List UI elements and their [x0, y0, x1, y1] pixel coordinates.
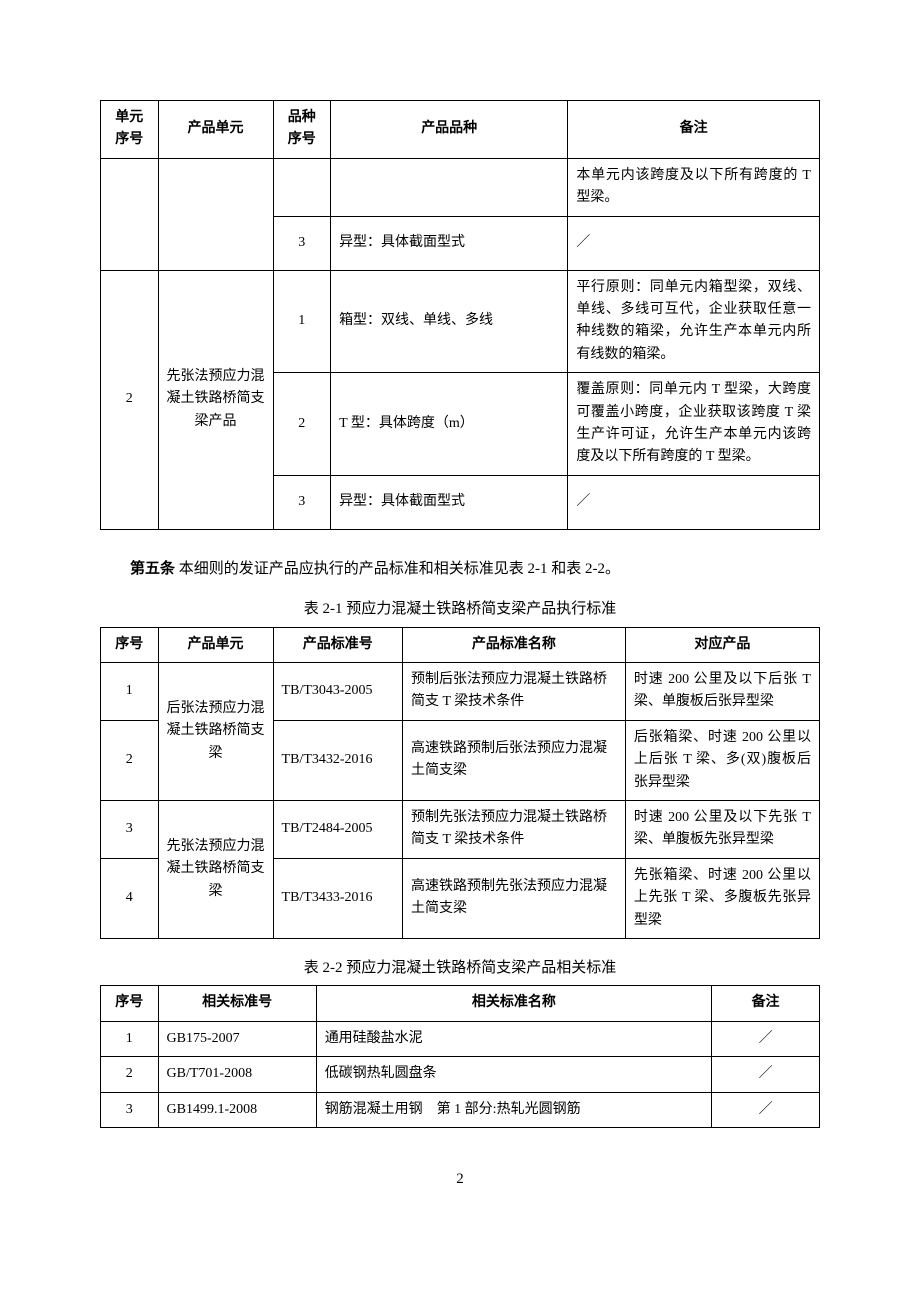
cell-variety: 异型：具体截面型式	[331, 475, 568, 529]
table-row: 1 后张法预应力混凝土铁路桥简支梁 TB/T3043-2005 预制后张法预应力…	[101, 663, 820, 721]
cell-unit: 后张法预应力混凝土铁路桥简支梁	[158, 663, 273, 801]
cell-remark: ／	[712, 1057, 820, 1092]
cell-std-no: TB/T3432-2016	[273, 720, 402, 800]
col-variety: 产品品种	[331, 101, 568, 159]
cell-std-name: 预制先张法预应力混凝土铁路桥简支 T 梁技术条件	[402, 801, 625, 859]
col-std-name: 相关标准名称	[316, 986, 711, 1021]
cell-remark: 覆盖原则：同单元内 T 型梁，大跨度可覆盖小跨度，企业获取该跨度 T 梁生产许可…	[568, 373, 820, 476]
col-remark: 备注	[712, 986, 820, 1021]
cell-no: 4	[101, 858, 159, 938]
cell-std-name: 高速铁路预制先张法预应力混凝土简支梁	[402, 858, 625, 938]
cell-std-name: 预制后张法预应力混凝土铁路桥简支 T 梁技术条件	[402, 663, 625, 721]
col-unit-no: 单元序号	[101, 101, 159, 159]
cell-var-no: 3	[273, 475, 331, 529]
cell-product: 时速 200 公里及以下后张 T 梁、单腹板后张异型梁	[625, 663, 819, 721]
cell-no: 2	[101, 1057, 159, 1092]
col-product: 对应产品	[625, 627, 819, 662]
col-remark: 备注	[568, 101, 820, 159]
page-number: 2	[100, 1168, 820, 1191]
col-no: 序号	[101, 986, 159, 1021]
table-row: 3 先张法预应力混凝土铁路桥简支梁 TB/T2484-2005 预制先张法预应力…	[101, 801, 820, 859]
cell-std-no: TB/T2484-2005	[273, 801, 402, 859]
cell-variety: 异型：具体截面型式	[331, 216, 568, 270]
cell-std-name: 钢筋混凝土用钢 第 1 部分:热轧光圆钢筋	[316, 1092, 711, 1127]
article-5: 第五条 本细则的发证产品应执行的产品标准和相关标准见表 2-1 和表 2-2。	[100, 558, 820, 581]
table-row: 本单元内该跨度及以下所有跨度的 T 型梁。	[101, 158, 820, 216]
cell-std-name: 低碳钢热轧圆盘条	[316, 1057, 711, 1092]
cell-std-no: GB1499.1-2008	[158, 1092, 316, 1127]
col-variety-no: 品种序号	[273, 101, 331, 159]
cell-unit: 先张法预应力混凝土铁路桥简支梁	[158, 801, 273, 939]
table-row: 2 GB/T701-2008 低碳钢热轧圆盘条 ／	[101, 1057, 820, 1092]
cell-std-no: TB/T3433-2016	[273, 858, 402, 938]
table2-caption: 表 2-1 预应力混凝土铁路桥简支梁产品执行标准	[100, 598, 820, 621]
cell-std-no: GB/T701-2008	[158, 1057, 316, 1092]
article-text: 本细则的发证产品应执行的产品标准和相关标准见表 2-1 和表 2-2。	[175, 561, 620, 577]
col-std-no: 产品标准号	[273, 627, 402, 662]
table-row: 3 GB1499.1-2008 钢筋混凝土用钢 第 1 部分:热轧光圆钢筋 ／	[101, 1092, 820, 1127]
cell-std-name: 高速铁路预制后张法预应力混凝土简支梁	[402, 720, 625, 800]
table3-caption: 表 2-2 预应力混凝土铁路桥简支梁产品相关标准	[100, 957, 820, 980]
cell-unit: 先张法预应力混凝土铁路桥简支梁产品	[158, 270, 273, 529]
cell-no: 3	[101, 1092, 159, 1127]
cell-unit	[158, 158, 273, 270]
cell-remark: 平行原则：同单元内箱型梁，双线、单线、多线可互代，企业获取任意一种线数的箱梁，允…	[568, 270, 820, 373]
cell-no: 1	[101, 1021, 159, 1056]
col-unit: 产品单元	[158, 101, 273, 159]
cell-product: 先张箱梁、时速 200 公里以上先张 T 梁、多腹板先张异型梁	[625, 858, 819, 938]
table-unit-variety: 单元序号 产品单元 品种序号 产品品种 备注 本单元内该跨度及以下所有跨度的 T…	[100, 100, 820, 530]
cell-var-no: 1	[273, 270, 331, 373]
col-unit: 产品单元	[158, 627, 273, 662]
col-std-no: 相关标准号	[158, 986, 316, 1021]
cell-var-no	[273, 158, 331, 216]
cell-remark: ／	[712, 1092, 820, 1127]
cell-no: 2	[101, 720, 159, 800]
cell-remark: ／	[568, 475, 820, 529]
table-header-row: 序号 相关标准号 相关标准名称 备注	[101, 986, 820, 1021]
cell-variety: T 型：具体跨度（m）	[331, 373, 568, 476]
cell-product: 时速 200 公里及以下先张 T 梁、单腹板先张异型梁	[625, 801, 819, 859]
col-std-name: 产品标准名称	[402, 627, 625, 662]
table-related-standards: 序号 相关标准号 相关标准名称 备注 1 GB175-2007 通用硅酸盐水泥 …	[100, 985, 820, 1128]
col-no: 序号	[101, 627, 159, 662]
cell-remark: 本单元内该跨度及以下所有跨度的 T 型梁。	[568, 158, 820, 216]
article-label: 第五条	[130, 561, 175, 577]
cell-var-no: 2	[273, 373, 331, 476]
table-header-row: 序号 产品单元 产品标准号 产品标准名称 对应产品	[101, 627, 820, 662]
cell-std-name: 通用硅酸盐水泥	[316, 1021, 711, 1056]
cell-variety: 箱型：双线、单线、多线	[331, 270, 568, 373]
cell-var-no: 3	[273, 216, 331, 270]
cell-no: 1	[101, 663, 159, 721]
cell-unit-no: 2	[101, 270, 159, 529]
table-execution-standards: 序号 产品单元 产品标准号 产品标准名称 对应产品 1 后张法预应力混凝土铁路桥…	[100, 627, 820, 939]
table-header-row: 单元序号 产品单元 品种序号 产品品种 备注	[101, 101, 820, 159]
table-row: 2 先张法预应力混凝土铁路桥简支梁产品 1 箱型：双线、单线、多线 平行原则：同…	[101, 270, 820, 373]
cell-std-no: GB175-2007	[158, 1021, 316, 1056]
cell-remark: ／	[568, 216, 820, 270]
cell-product: 后张箱梁、时速 200 公里以上后张 T 梁、多(双)腹板后张异型梁	[625, 720, 819, 800]
cell-unit-no	[101, 158, 159, 270]
table-row: 1 GB175-2007 通用硅酸盐水泥 ／	[101, 1021, 820, 1056]
cell-variety	[331, 158, 568, 216]
cell-remark: ／	[712, 1021, 820, 1056]
cell-no: 3	[101, 801, 159, 859]
cell-std-no: TB/T3043-2005	[273, 663, 402, 721]
